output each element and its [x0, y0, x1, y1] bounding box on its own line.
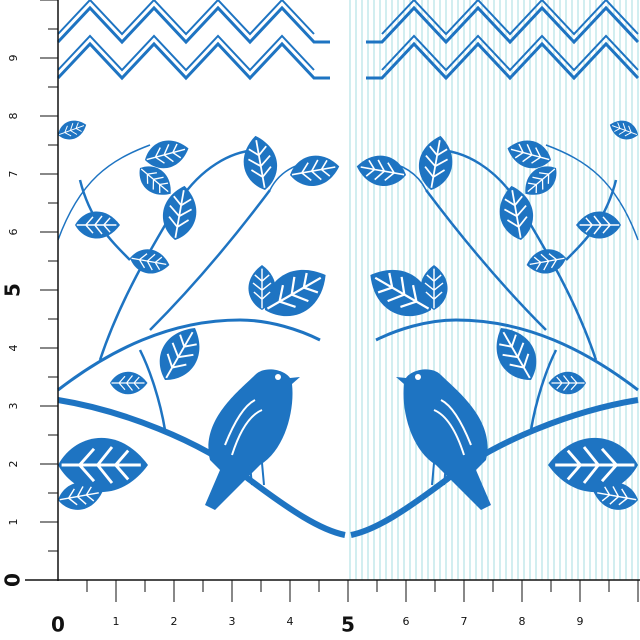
ruler-label: 6 — [7, 229, 20, 236]
ruler-left-bg — [0, 0, 57, 640]
ruler-label: 1 — [113, 615, 120, 628]
ruler-label: 9 — [7, 55, 20, 62]
ruler-label: 5 — [341, 613, 355, 637]
ruler-label: 8 — [519, 615, 526, 628]
ruler-label: 7 — [7, 171, 20, 178]
ruler-label: 7 — [461, 615, 468, 628]
ruler-label: 0 — [1, 573, 25, 587]
ruler-label: 4 — [7, 345, 20, 352]
ruler-label: 2 — [7, 461, 20, 468]
ruler-label: 3 — [7, 403, 20, 410]
ruler-ticks — [40, 0, 639, 602]
ruler-label: 8 — [7, 113, 20, 120]
ruler-label: 4 — [287, 615, 294, 628]
ruler-label: 5 — [1, 283, 25, 297]
ruler-bottom-bg — [0, 581, 640, 640]
ruler-label: 2 — [171, 615, 178, 628]
pattern-left — [55, 0, 345, 535]
ruler-label: 9 — [577, 615, 584, 628]
ruler-label: 0 — [51, 613, 65, 637]
ruler-label: 1 — [7, 519, 20, 526]
ruler-label: 3 — [229, 615, 236, 628]
ruler-label: 6 — [403, 615, 410, 628]
